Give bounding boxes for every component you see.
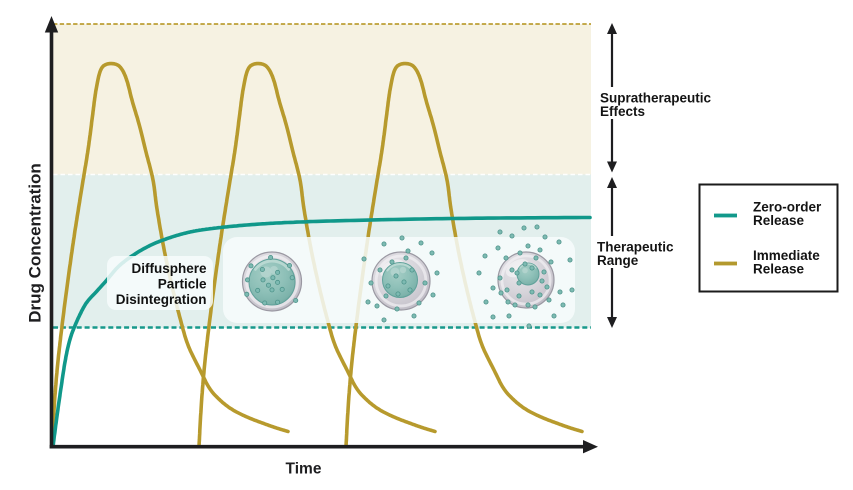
svg-text:Drug Concentration: Drug Concentration bbox=[26, 163, 45, 323]
svg-text:Zero-order: Zero-order bbox=[753, 200, 822, 215]
svg-text:Immediate: Immediate bbox=[753, 248, 820, 263]
svg-text:Release: Release bbox=[753, 262, 805, 277]
svg-text:Range: Range bbox=[597, 253, 639, 268]
svg-text:Particle: Particle bbox=[158, 276, 207, 291]
svg-text:Supratherapeutic: Supratherapeutic bbox=[600, 91, 712, 106]
svg-text:Diffusphere: Diffusphere bbox=[131, 261, 207, 276]
svg-text:Disintegration: Disintegration bbox=[116, 292, 207, 307]
svg-text:Time: Time bbox=[286, 461, 322, 478]
svg-text:Therapeutic: Therapeutic bbox=[597, 240, 674, 255]
svg-text:Release: Release bbox=[753, 213, 805, 228]
svg-text:Effects: Effects bbox=[600, 104, 645, 119]
